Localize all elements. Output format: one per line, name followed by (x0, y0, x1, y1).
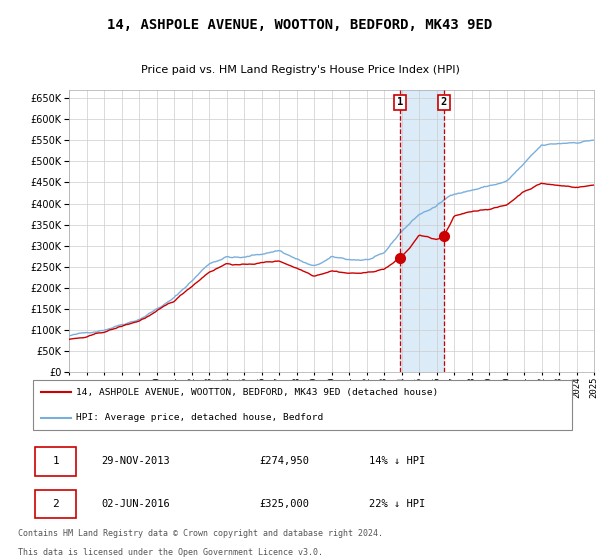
FancyBboxPatch shape (35, 447, 76, 476)
Text: Contains HM Land Registry data © Crown copyright and database right 2024.: Contains HM Land Registry data © Crown c… (18, 529, 383, 538)
Text: 29-NOV-2013: 29-NOV-2013 (101, 456, 170, 466)
Text: 1: 1 (52, 456, 59, 466)
Text: This data is licensed under the Open Government Licence v3.0.: This data is licensed under the Open Gov… (18, 548, 323, 557)
Bar (400, 90, 444, 372)
Text: Price paid vs. HM Land Registry's House Price Index (HPI): Price paid vs. HM Land Registry's House … (140, 64, 460, 74)
Text: 14% ↓ HPI: 14% ↓ HPI (368, 456, 425, 466)
Text: £274,950: £274,950 (259, 456, 310, 466)
Text: 2: 2 (52, 499, 59, 509)
FancyBboxPatch shape (33, 380, 572, 430)
FancyBboxPatch shape (35, 489, 76, 519)
Text: 2: 2 (441, 97, 447, 108)
Text: 02-JUN-2016: 02-JUN-2016 (101, 499, 170, 509)
Text: 14, ASHPOLE AVENUE, WOOTTON, BEDFORD, MK43 9ED: 14, ASHPOLE AVENUE, WOOTTON, BEDFORD, MK… (107, 18, 493, 32)
Text: 1: 1 (397, 97, 403, 108)
Text: £325,000: £325,000 (259, 499, 310, 509)
Text: 14, ASHPOLE AVENUE, WOOTTON, BEDFORD, MK43 9ED (detached house): 14, ASHPOLE AVENUE, WOOTTON, BEDFORD, MK… (76, 388, 439, 396)
Text: HPI: Average price, detached house, Bedford: HPI: Average price, detached house, Bedf… (76, 413, 323, 422)
Text: 22% ↓ HPI: 22% ↓ HPI (368, 499, 425, 509)
